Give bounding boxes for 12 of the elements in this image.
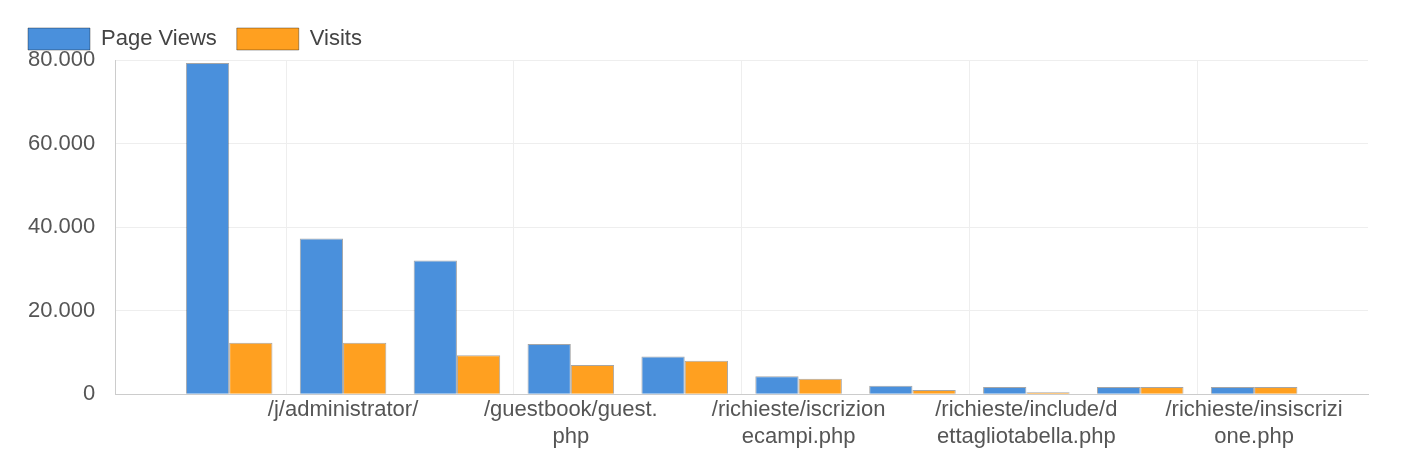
x-tick-label: /richieste/iscrizionecampi.php xyxy=(711,396,886,448)
y-tick-label: 0 xyxy=(83,380,96,406)
y-tick-label: 40.000 xyxy=(27,213,96,239)
legend-label: Page Views xyxy=(101,25,217,51)
x-tick-label: /j/administrator/ xyxy=(267,396,420,422)
x-tick-label: /richieste/include/dettagliotabella.php xyxy=(935,396,1118,448)
y-tick-label: 80.000 xyxy=(27,46,96,72)
y-tick-label: 60.000 xyxy=(27,129,96,155)
x-tick-label: /guestbook/guest.php xyxy=(483,396,658,448)
x-tick-label: /richieste/insiscrizione.php xyxy=(1165,396,1343,448)
y-tick-label: 20.000 xyxy=(27,296,96,322)
legend-label: Visits xyxy=(309,25,362,51)
